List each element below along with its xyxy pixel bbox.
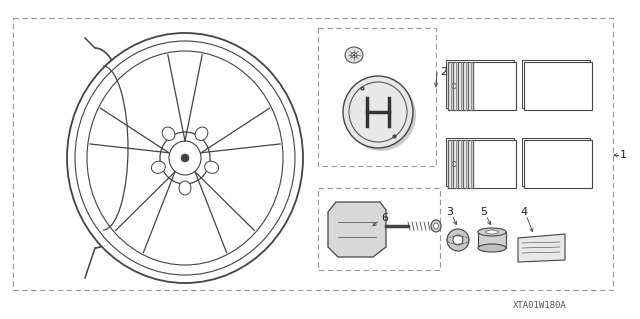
Bar — [446, 60, 514, 108]
Bar — [318, 28, 436, 166]
Ellipse shape — [179, 181, 191, 195]
Text: 4: 4 — [520, 207, 527, 217]
Ellipse shape — [451, 84, 456, 88]
Bar — [13, 18, 613, 290]
Bar — [448, 62, 516, 110]
Ellipse shape — [345, 47, 363, 63]
Ellipse shape — [160, 132, 210, 184]
Text: 1: 1 — [620, 150, 627, 160]
Ellipse shape — [346, 79, 416, 151]
Text: 3: 3 — [447, 207, 454, 217]
Bar — [524, 62, 592, 110]
Polygon shape — [328, 202, 386, 257]
Ellipse shape — [169, 141, 201, 175]
Ellipse shape — [453, 235, 463, 245]
Text: 2: 2 — [440, 67, 447, 77]
Text: 6: 6 — [381, 213, 388, 223]
Polygon shape — [518, 234, 565, 262]
Ellipse shape — [486, 230, 498, 234]
Bar — [318, 188, 440, 270]
Ellipse shape — [195, 127, 208, 140]
Bar — [446, 138, 514, 186]
Text: 5: 5 — [481, 207, 488, 217]
Ellipse shape — [478, 228, 506, 236]
Ellipse shape — [447, 229, 469, 251]
Ellipse shape — [343, 76, 413, 148]
Ellipse shape — [181, 154, 189, 162]
Ellipse shape — [162, 127, 175, 140]
Bar — [524, 140, 592, 188]
Bar — [522, 138, 590, 186]
Ellipse shape — [478, 244, 506, 252]
Bar — [478, 232, 506, 248]
Ellipse shape — [205, 161, 218, 173]
Ellipse shape — [152, 161, 165, 173]
Ellipse shape — [67, 33, 303, 283]
Ellipse shape — [451, 161, 456, 167]
Text: XTA01W180A: XTA01W180A — [513, 300, 567, 309]
Ellipse shape — [431, 220, 441, 232]
Bar — [448, 140, 516, 188]
Ellipse shape — [351, 53, 357, 57]
Bar — [522, 60, 590, 108]
Ellipse shape — [433, 223, 438, 229]
